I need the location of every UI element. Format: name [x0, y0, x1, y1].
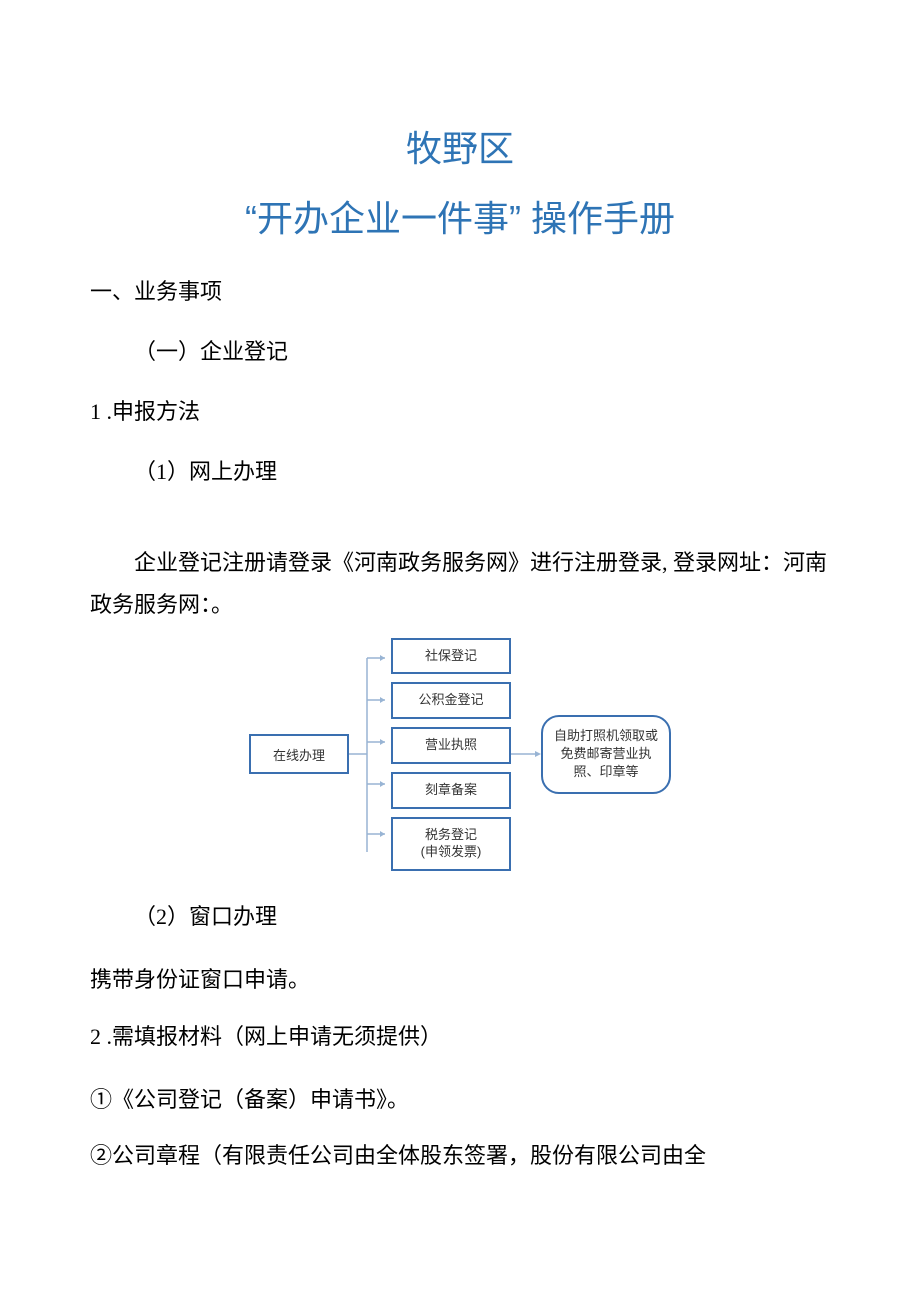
flow-node-mid-0: 社保登记	[391, 638, 511, 675]
flow-start-label: 在线办理	[273, 745, 325, 764]
flow-mid-label-0: 社保登记	[425, 648, 477, 665]
flow-connector-end	[511, 753, 541, 755]
flow-node-mid-3: 刻章备案	[391, 772, 511, 809]
item-heading-2: 2 .需填报材料（网上申请无须提供）	[90, 1019, 830, 1051]
flow-middle-column: 社保登记 公积金登记 营业执照 刻章备案 税务登记 (申领发票)	[391, 638, 511, 871]
item-heading-1: 1 .申报方法	[90, 394, 830, 426]
paragraph-2: 携带身份证窗口申请。	[90, 959, 830, 1001]
flow-mid-label-2: 营业执照	[425, 737, 477, 754]
flowchart: 在线办理 社保登记 公积金登记 营业执照 刻章备案	[90, 638, 830, 871]
section-heading-1: 一、业务事项	[90, 274, 830, 306]
paragraph-4: ②公司章程（有限责任公司由全体股东签署，股份有限公司由全	[90, 1135, 830, 1177]
page-title-line1: 牧野区	[90, 120, 830, 172]
flow-connector-fanout	[349, 641, 391, 867]
sub-heading-1: （一）企业登记	[90, 334, 830, 366]
sub-item-2: （2）窗口办理	[90, 899, 830, 931]
paragraph-3: ①《公司登记（备案）申请书》。	[90, 1079, 830, 1121]
flow-mid-label-1: 公积金登记	[418, 692, 483, 709]
flow-mid-label-3: 刻章备案	[425, 782, 477, 799]
spacer	[90, 514, 830, 542]
flow-node-mid-1: 公积金登记	[391, 682, 511, 719]
sub-item-1: （1）网上办理	[90, 454, 830, 486]
flow-end-label: 自助打照机领取或免费邮寄营业执照、印章等	[554, 728, 658, 779]
flow-node-mid-4: 税务登记 (申领发票)	[391, 817, 511, 871]
flow-node-start: 在线办理	[249, 734, 349, 774]
connector-svg-end	[511, 749, 541, 759]
connector-svg-fanout	[349, 641, 391, 867]
paragraph-1: 企业登记注册请登录《河南政务服务网》进行注册登录, 登录网址：河南政务服务网：。	[90, 542, 830, 626]
page-title-line2: “开办企业一件事” 操作手册	[90, 190, 830, 242]
flow-node-end: 自助打照机领取或免费邮寄营业执照、印章等	[541, 715, 671, 794]
flow-mid-label-4: 税务登记 (申领发票)	[421, 827, 482, 861]
flow-node-mid-2: 营业执照	[391, 727, 511, 764]
